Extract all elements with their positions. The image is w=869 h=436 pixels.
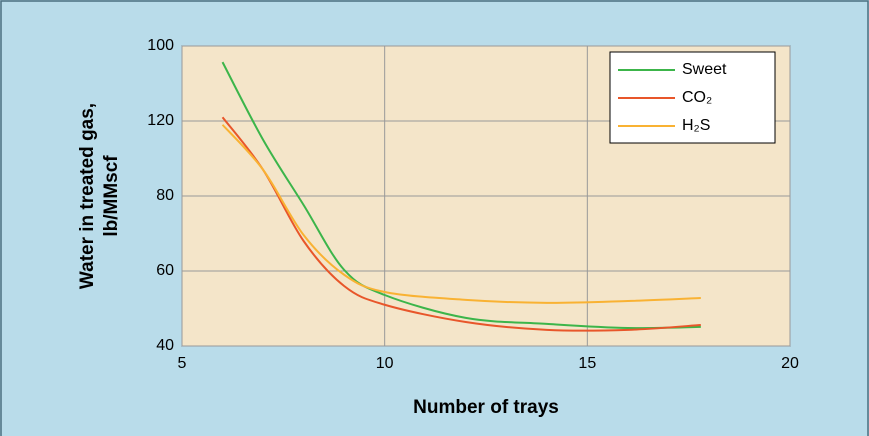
x-tick-label: 10 xyxy=(376,355,394,372)
legend-label: CO₂ xyxy=(682,89,712,106)
x-tick-label: 20 xyxy=(781,355,799,372)
y-tick-label: 60 xyxy=(156,262,174,279)
y-axis-title: Water in treated gas, xyxy=(77,103,98,289)
y-tick-label: 100 xyxy=(147,37,174,54)
y-axis-title: lb/MMscf xyxy=(101,155,122,237)
legend-label: Sweet xyxy=(682,61,727,78)
y-tick-label: 80 xyxy=(156,187,174,204)
legend-label: H₂S xyxy=(682,117,710,134)
x-tick-label: 15 xyxy=(578,355,596,372)
x-axis-title: Number of trays xyxy=(413,397,559,418)
series-line xyxy=(221,61,701,330)
series-line xyxy=(221,124,701,304)
x-tick-label: 5 xyxy=(178,355,187,372)
y-tick-label: 40 xyxy=(156,337,174,354)
y-tick-label: 120 xyxy=(147,112,174,129)
